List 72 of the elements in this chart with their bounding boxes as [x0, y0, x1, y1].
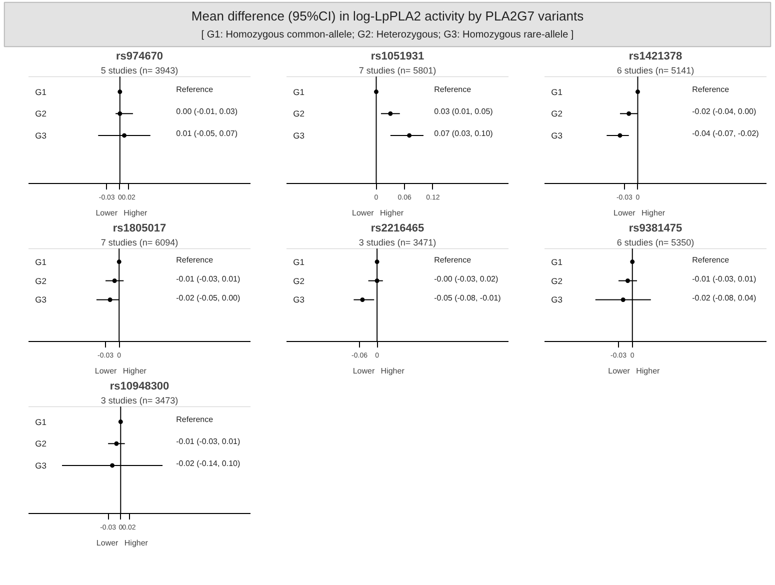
text: Higher [124, 208, 148, 218]
chart-subtitle: 7 studies (n= 5801) [358, 66, 436, 76]
y-tick-label: G2 [551, 276, 563, 286]
annotation: -0.05 (-0.08, -0.01) [434, 293, 502, 302]
chart-title: rs10948300 [110, 380, 170, 392]
annotation: -0.01 (-0.03, 0.01) [176, 436, 240, 446]
annotation: -0.02 (-0.14, 0.10) [176, 458, 240, 468]
chart-title: rs974670 [116, 50, 164, 62]
y-tick-label: G1 [35, 256, 47, 267]
chart-subtitle: 6 studies (n= 5141) [616, 66, 694, 76]
annotation: -0.01 (-0.03, 0.01) [176, 274, 240, 284]
y-tick-label: G2 [35, 108, 47, 119]
annotation: Reference [434, 255, 472, 264]
chart-subtitle: 3 studies (n= 3471) [358, 238, 436, 248]
chart-subtitle: 3 studies (n= 3473) [100, 396, 178, 406]
text: Lower [94, 366, 118, 376]
text: Higher [124, 538, 148, 548]
annotation: 0.01 (-0.05, 0.07) [176, 128, 238, 138]
annotation: -0.02 (-0.08, 0.04) [692, 293, 756, 302]
annotation: -0.02 (-0.04, 0.00) [692, 106, 756, 116]
y-tick-label: G3 [35, 294, 47, 305]
chart-title: rs1805017 [112, 222, 166, 234]
text: Higher [380, 208, 404, 218]
annotation: Reference [176, 85, 214, 94]
y-tick-label: G1 [293, 256, 305, 267]
y-tick-label: G3 [551, 130, 563, 140]
y-tick-label: G2 [293, 108, 305, 119]
y-tick-label: G3 [293, 130, 305, 140]
text: Lower [352, 366, 375, 376]
annotation: Reference [176, 255, 214, 264]
annotation: 0.00 (-0.01, 0.03) [176, 106, 238, 116]
y-tick-label: G1 [293, 86, 305, 97]
y-tick-label: G1 [35, 416, 47, 427]
annotation: Reference [176, 415, 214, 424]
annotation: -0.02 (-0.05, 0.00) [176, 293, 240, 302]
text: Lower [614, 208, 636, 218]
text: Lower [96, 538, 119, 548]
text: Higher [636, 366, 660, 376]
chart-subtitle: 7 studies (n= 6094) [100, 238, 178, 248]
chart-subtitle: 6 studies (n= 5350) [616, 238, 694, 248]
y-tick-label: G3 [551, 294, 563, 305]
annotation: Reference [692, 255, 730, 264]
text: [ G1: Homozygous common-allele; G2: Heterozygous; G3: Homozygous rare-allele ] [201, 30, 574, 41]
annotation: -0.04 (-0.07, -0.02) [692, 128, 760, 138]
annotation: Reference [434, 85, 472, 94]
annotation: -0.01 (-0.03, 0.01) [692, 274, 756, 284]
text: Higher [122, 366, 147, 376]
y-tick-label: G3 [35, 130, 47, 140]
annotation: 0.03 (0.01, 0.05) [434, 106, 494, 116]
y-tick-label: G3 [35, 460, 47, 470]
text: Lower [608, 366, 630, 376]
annotation: -0.00 (-0.03, 0.02) [434, 274, 498, 284]
annotation: Reference [692, 85, 730, 94]
chart-title: rs1421378 [628, 50, 682, 62]
y-tick-label: G1 [551, 86, 563, 97]
y-tick-label: G1 [35, 86, 47, 97]
text: Lower [96, 208, 118, 218]
text: Higher [380, 366, 405, 376]
text: Higher [641, 208, 666, 218]
y-tick-label: G1 [551, 256, 563, 267]
y-tick-label: G2 [35, 276, 47, 286]
text: Lower [352, 208, 374, 218]
chart-title: rs9381475 [628, 222, 682, 234]
text: Mean difference (95%CI) in log-LpPLA2 activity by PLA2G7 variants [191, 8, 584, 24]
y-tick-label: G2 [551, 108, 563, 119]
annotation: 0.07 (0.03, 0.10) [434, 128, 494, 138]
y-tick-label: G2 [293, 276, 305, 286]
chart-title: rs2216465 [370, 222, 424, 234]
chart-subtitle: 5 studies (n= 3943) [100, 66, 178, 76]
y-tick-label: G2 [35, 438, 47, 449]
chart-title: rs1051931 [370, 50, 424, 62]
y-tick-label: G3 [293, 294, 305, 305]
